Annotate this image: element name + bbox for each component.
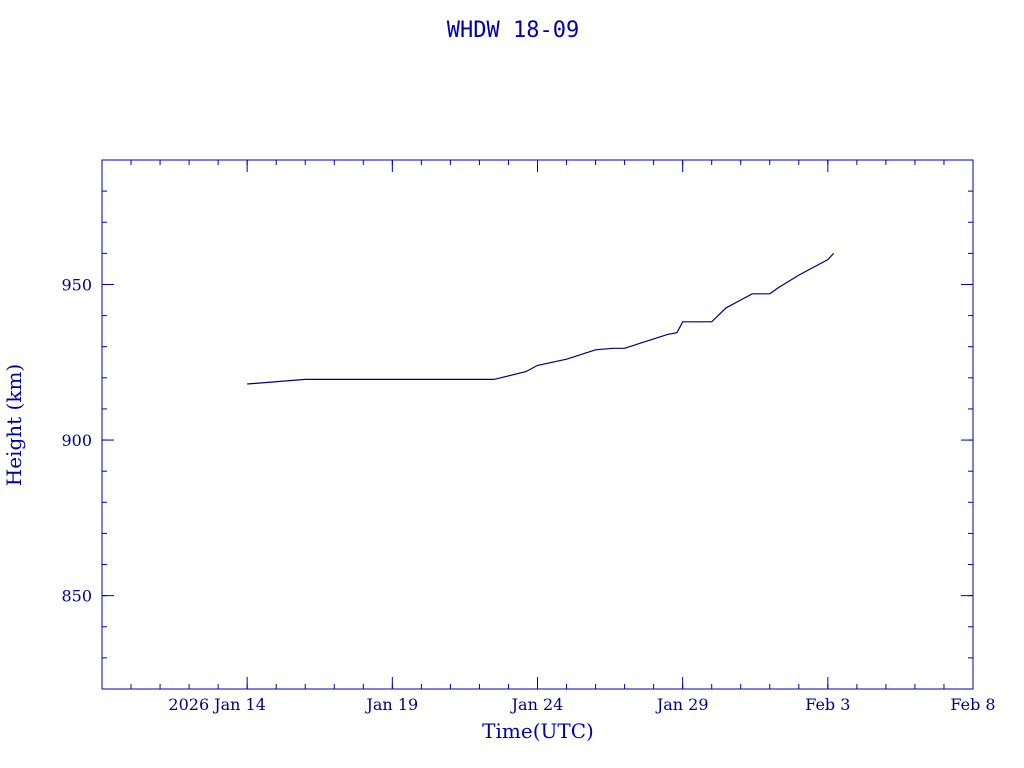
x-axis-label: Time(UTC) — [482, 719, 594, 743]
x-axis-ticks — [101, 160, 974, 689]
y-axis-ticks — [102, 159, 973, 690]
x-tick-label: 2026 Jan 14 — [168, 695, 266, 714]
series-layer — [247, 252, 835, 385]
chart-title: WHDW 18-09 — [447, 18, 579, 43]
y-tick-label: 950 — [61, 275, 92, 294]
x-tick-label: Jan 19 — [364, 695, 418, 714]
x-tick-label: Feb 8 — [950, 695, 995, 714]
height-series-line — [247, 252, 835, 385]
y-axis-tick-labels: 850 900 950 — [61, 275, 92, 605]
y-tick-label: 850 — [61, 587, 92, 606]
x-tick-label: Jan 29 — [655, 695, 709, 714]
x-tick-label: Feb 3 — [805, 695, 850, 714]
x-tick-label: Jan 24 — [510, 695, 564, 714]
y-tick-label: 900 — [61, 431, 92, 450]
y-axis-label: Height (km) — [2, 364, 26, 486]
plot-frame — [101, 159, 974, 690]
x-axis-tick-labels: 2026 Jan 14 Jan 19 Jan 24 Jan 29 Feb 3 Feb 8 — [168, 695, 995, 714]
